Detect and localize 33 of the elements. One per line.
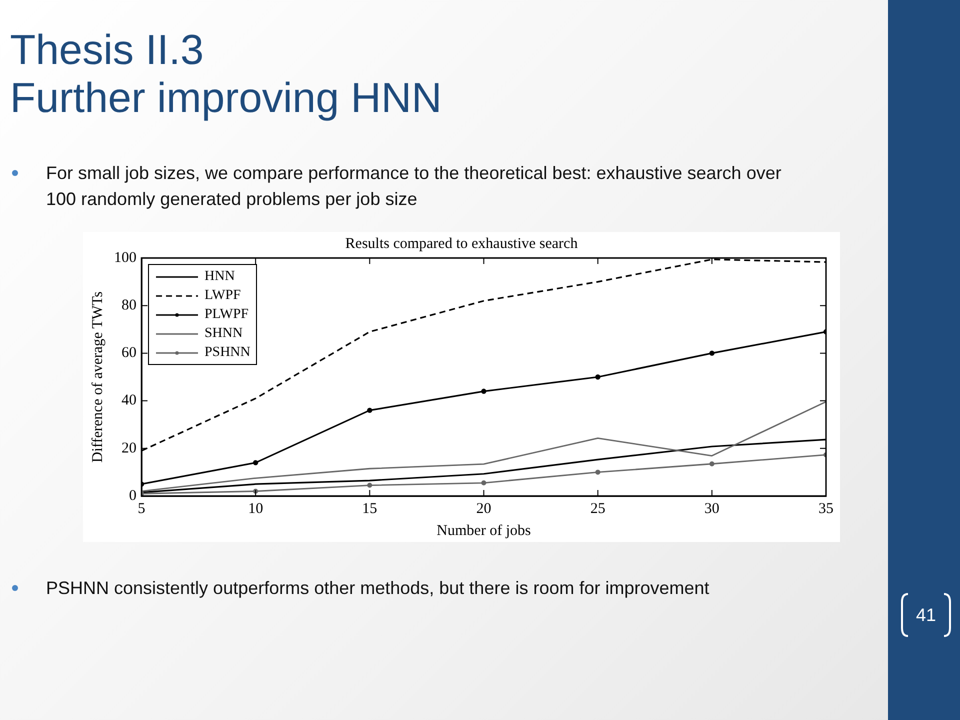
point xyxy=(481,480,486,486)
y-tick-label: 40 xyxy=(122,392,136,409)
legend-label: HNN xyxy=(204,268,235,284)
legend-label: LWPF xyxy=(204,288,241,304)
y-axis-title: Difference of average TWTs xyxy=(90,291,106,463)
point xyxy=(252,460,258,466)
point xyxy=(481,388,486,394)
text: PSHNN consistently outperforms other methods, but there is room for improvement xyxy=(46,577,710,600)
legend-label: PSHNN xyxy=(204,344,250,360)
x-tick-label: 20 xyxy=(476,500,492,517)
point xyxy=(595,374,600,380)
x-tick-label: 15 xyxy=(362,500,378,517)
chart-title: Thesis II.3 Further improving HNN xyxy=(10,26,442,122)
y-tick-label: 0 xyxy=(129,488,136,504)
y-tick-label: 100 xyxy=(114,250,136,266)
x-tick-label: 10 xyxy=(248,500,264,517)
y-tick-label: 20 xyxy=(122,440,136,456)
y-tick-label: 60 xyxy=(122,345,136,362)
legend-label: SHNN xyxy=(204,326,243,342)
x-axis-title: Number of jobs xyxy=(436,522,531,539)
y-tick-label: 80 xyxy=(122,298,136,314)
chart-subtitle: Results compared to exhaustive search xyxy=(345,236,578,252)
point xyxy=(709,350,715,356)
text: For small job sizes, we compare performance to the theoretical best: exhaustive search over 100 randomly generated problems per job size xyxy=(46,162,782,211)
point xyxy=(595,470,600,475)
point xyxy=(367,482,372,488)
legend-label: PLWPF xyxy=(204,306,249,322)
x-tick-label: 35 xyxy=(818,500,834,517)
x-tick-label: 5 xyxy=(138,500,146,517)
point xyxy=(709,461,714,466)
x-tick-label: 25 xyxy=(590,500,606,517)
point xyxy=(367,408,372,413)
x-tick-label: 30 xyxy=(704,500,720,517)
